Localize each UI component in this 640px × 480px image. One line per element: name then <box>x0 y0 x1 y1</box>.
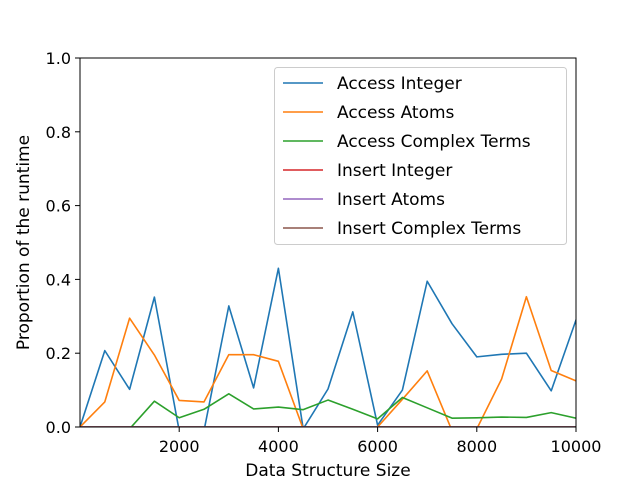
series-layer <box>80 267 576 427</box>
x-tick-label: 4000 <box>258 437 299 456</box>
y-tick-label: 0.0 <box>46 418 71 437</box>
legend-label-access-integer: Access Integer <box>337 74 462 94</box>
x-tick-label: 8000 <box>456 437 497 456</box>
x-tick-label: 6000 <box>357 437 398 456</box>
legend-label-access-complex-terms: Access Complex Terms <box>337 132 531 152</box>
plot-frame <box>79 57 577 428</box>
x-tick-label: 2000 <box>159 437 200 456</box>
x-axis-label: Data Structure Size <box>245 461 410 480</box>
tick-layer: 2000 4000 6000 8000 10000 0.0 0.2 0.4 0.6 0.8 1.0 <box>46 49 602 456</box>
legend-label-insert-atoms: Insert Atoms <box>337 190 445 210</box>
y-tick-label: 0.2 <box>46 344 71 363</box>
y-tick-label: 1.0 <box>46 49 71 68</box>
legend-label-insert-integer: Insert Integer <box>337 161 452 181</box>
legend-label-access-atoms: Access Atoms <box>337 103 455 123</box>
y-tick-label: 0.8 <box>46 123 71 142</box>
legend-label-insert-complex-terms: Insert Complex Terms <box>337 219 521 239</box>
series-line-access-complex-terms <box>130 392 576 427</box>
legend-box <box>274 67 567 245</box>
series-line-access-integer <box>80 267 576 427</box>
y-tick-label: 0.4 <box>46 270 71 289</box>
legend: Access Integer Access Atoms Access Complex… <box>274 67 567 245</box>
y-tick-label: 0.6 <box>46 197 71 216</box>
series-line-access-atoms <box>80 295 576 427</box>
x-tick-label: 10000 <box>551 437 602 456</box>
y-axis-label: Proportion of the runtime <box>14 135 34 350</box>
